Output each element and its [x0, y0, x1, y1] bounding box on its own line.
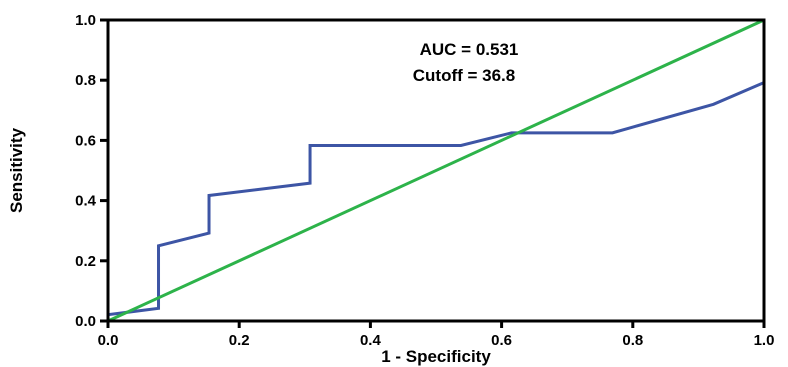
x-tick-label: 0.4 — [360, 332, 382, 349]
y-tick-label: 0.0 — [75, 313, 96, 330]
cutoff-annotation: Cutoff = 36.8 — [413, 66, 516, 85]
x-tick-label: 0.0 — [98, 332, 119, 349]
auc-annotation: AUC = 0.531 — [420, 40, 519, 59]
y-tick-label: 0.8 — [75, 72, 96, 89]
reference-diagonal-line — [107, 18, 765, 323]
x-tick-label: 0.2 — [229, 332, 250, 349]
plot-lines — [106, 18, 766, 323]
x-tick-label: 0.8 — [622, 332, 643, 349]
x-tick-label: 1.0 — [754, 332, 775, 349]
y-axis-title: Sensitivity — [7, 127, 26, 213]
axis-ticks — [100, 18, 766, 328]
y-tick-label: 0.6 — [75, 132, 96, 149]
y-tick-label: 1.0 — [75, 12, 96, 29]
axis-tick-labels: 0.0 0.2 0.4 0.6 0.8 1.0 0.0 0.2 0.4 0.6 0.8 1.0 — [75, 12, 774, 349]
x-axis-title: 1 - Specificity — [381, 347, 491, 366]
y-tick-label: 0.4 — [75, 193, 97, 210]
x-tick-label: 0.6 — [491, 332, 512, 349]
y-tick-label: 0.2 — [75, 253, 96, 270]
plot-frame — [106, 18, 766, 323]
